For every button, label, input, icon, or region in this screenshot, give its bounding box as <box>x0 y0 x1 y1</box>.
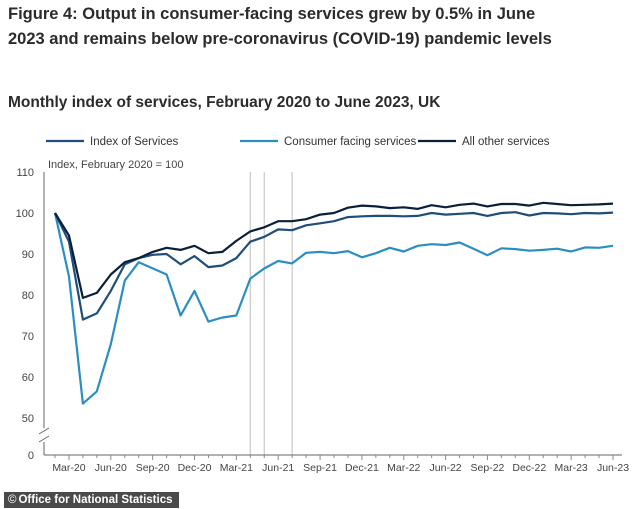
x-tick-label: Dec-20 <box>178 462 212 474</box>
axis-break-mark <box>38 435 50 443</box>
y-tick-label: 50 <box>22 413 34 425</box>
series-line-1 <box>53 212 614 405</box>
y-tick-label: 100 <box>16 208 34 220</box>
legend-label: Index of Services <box>90 136 178 148</box>
y-tick-label: 0 <box>28 450 34 462</box>
chart-subtitle: Monthly index of services, February 2020… <box>8 94 441 111</box>
x-tick-label: Jun-22 <box>430 462 462 474</box>
series-line-2 <box>54 201 614 299</box>
lockdown-markers <box>249 172 293 455</box>
x-tick-label: Mar-22 <box>387 462 420 474</box>
y-tick-label: 60 <box>22 372 34 384</box>
x-tick-label: Jun-20 <box>95 462 127 474</box>
source-credit: © Office for National Statistics <box>4 492 179 508</box>
x-tick-label: Jun-21 <box>262 462 294 474</box>
legend-label: All other services <box>462 136 550 148</box>
chart-title: Figure 4: Output in consumer-facing serv… <box>8 5 552 48</box>
x-tick-label: Sep-21 <box>303 462 337 474</box>
y-axis-label: Index, February 2020 = 100 <box>48 159 183 171</box>
y-tick-label: 70 <box>22 331 34 343</box>
copyright-symbol: © <box>8 494 17 506</box>
series-line-0 <box>54 211 614 321</box>
axes: 0 50 60 70 80 90 100 110 Mar-20 Jun-20 Sep-20 Dec-2… <box>16 167 630 474</box>
axis-break-mark <box>38 427 50 435</box>
x-tick-label: Dec-21 <box>345 462 379 474</box>
x-tick-label: Dec-22 <box>512 462 546 474</box>
series-lines <box>53 201 614 405</box>
y-tick-label: 110 <box>16 167 34 179</box>
x-tick-label: Mar-21 <box>220 462 253 474</box>
y-tick-label: 80 <box>22 290 34 302</box>
x-tick-label: Mar-23 <box>555 462 588 474</box>
credit-text: Office for National Statistics <box>18 494 173 506</box>
x-tick-label: Mar-20 <box>52 462 85 474</box>
x-tick-label: Jun-23 <box>597 462 629 474</box>
legend: Index of Services Consumer facing service… <box>46 136 550 148</box>
x-tick-label: Sep-20 <box>136 462 170 474</box>
y-tick-label: 90 <box>22 249 34 261</box>
x-tick-label: Sep-22 <box>471 462 505 474</box>
legend-label: Consumer facing services <box>284 136 417 148</box>
